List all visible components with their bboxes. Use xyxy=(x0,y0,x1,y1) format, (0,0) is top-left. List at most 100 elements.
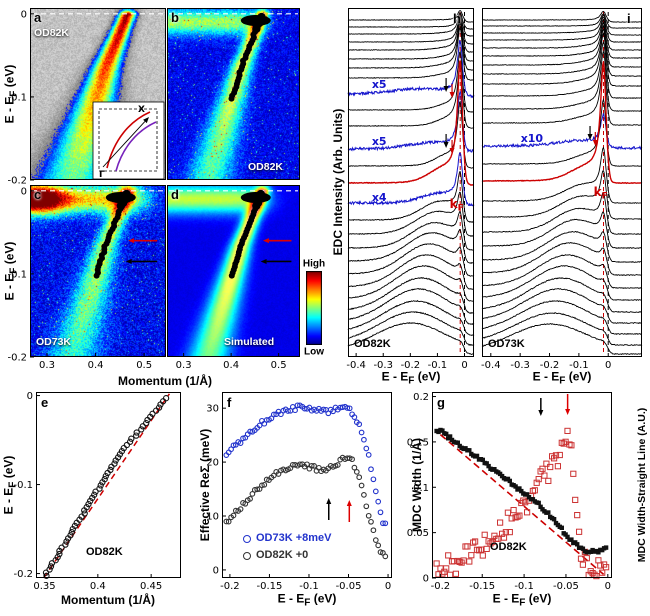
sample-label-b: OD82K xyxy=(248,161,284,173)
svg-text:X: X xyxy=(138,105,145,115)
legend-od82k: OD82K +0 xyxy=(243,550,308,561)
svg-text:-0.05: -0.05 xyxy=(553,581,579,592)
svg-text:-0.1: -0.1 xyxy=(299,581,319,592)
svg-text:-0.2: -0.2 xyxy=(13,569,33,580)
legend-od73k-label: OD73K +8meV xyxy=(256,532,332,544)
svg-text:0.1: 0.1 xyxy=(413,483,429,494)
svg-text:0.2: 0.2 xyxy=(413,392,429,403)
svg-text:0: 0 xyxy=(423,574,429,585)
svg-text:10: 10 xyxy=(206,512,219,523)
panel-letter-b: b xyxy=(171,10,179,25)
svg-text:x5: x5 xyxy=(372,78,387,91)
svg-text:0.3: 0.3 xyxy=(39,360,55,371)
svg-text:0: 0 xyxy=(385,581,391,592)
svg-text:-0.4: -0.4 xyxy=(481,360,501,371)
svg-text:-0.1: -0.1 xyxy=(569,360,589,371)
panel-c-plot: 0.3 0.4 0.5 0 -0.1 -0.2 xyxy=(7,185,166,371)
svg-text:x5: x5 xyxy=(372,135,387,148)
svg-text:20: 20 xyxy=(206,458,219,469)
svg-text:-0.15: -0.15 xyxy=(469,581,495,592)
svg-text:0: 0 xyxy=(21,9,27,20)
panel-a-plot: 0 -0.1 -0.2 xyxy=(7,8,166,187)
sample-label-i: OD73K xyxy=(488,338,525,350)
panel-a-inset: ΓX xyxy=(92,101,165,180)
xlabel-energy-h: E - EF (eV) xyxy=(381,369,441,387)
ylabel-energy-top-row: E - EF (eV) xyxy=(2,64,20,124)
svg-text:0.45: 0.45 xyxy=(140,581,162,592)
svg-text:x10: x10 xyxy=(521,132,544,145)
svg-text:0.05: 0.05 xyxy=(407,528,429,539)
panel-b-plot xyxy=(167,8,300,180)
panel-letter-f: f xyxy=(227,395,232,410)
svg-text:0: 0 xyxy=(461,360,467,371)
ylabel-mdc-width-straight-line: MDC Width-Straight Line (A.U.) xyxy=(636,407,648,563)
svg-text:-0.3: -0.3 xyxy=(510,360,530,371)
xlabel-momentum-maps: Momentum (1/Å) xyxy=(118,374,212,388)
legend-od82k-marker xyxy=(243,551,251,560)
panel-f-plot: -0.2 -0.15 -0.1 -0.05 0 0 10 20 30 xyxy=(206,392,392,592)
svg-text:-0.2: -0.2 xyxy=(540,360,560,371)
sample-label-a: OD82K xyxy=(34,27,70,39)
colorbar-high-label: High xyxy=(302,258,326,270)
ylabel-edc-intensity: EDC Intensity (Arb. Units) xyxy=(331,108,345,256)
colorbar-low-label: Low xyxy=(304,346,324,358)
svg-text:-0.1: -0.1 xyxy=(7,269,27,280)
svg-text:-0.2: -0.2 xyxy=(431,581,451,592)
svg-text:0.3: 0.3 xyxy=(176,360,192,371)
svg-text:-0.2: -0.2 xyxy=(7,353,27,364)
colorbar xyxy=(306,271,322,345)
panel-letter-a: a xyxy=(34,10,42,25)
panel-e-plot: 0.35 0.4 0.45 0 -0.1 -0.2 xyxy=(13,391,181,592)
svg-text:0: 0 xyxy=(605,360,611,371)
ylabel-mdc-width: MDC Width (1/Å) xyxy=(410,438,424,532)
svg-text:0.4: 0.4 xyxy=(223,360,239,371)
svg-text:0.4: 0.4 xyxy=(88,360,104,371)
panel-letter-c: c xyxy=(34,187,42,202)
svg-text:0: 0 xyxy=(605,581,611,592)
sample-label-h: OD82K xyxy=(354,338,391,350)
ylabel-effective-resigma: Effective ReΣ (meV) xyxy=(198,428,212,542)
legend-od73k-marker xyxy=(243,534,251,543)
svg-text:0.5: 0.5 xyxy=(136,360,152,371)
ylabel-energy-bottom-row: E - EF (eV) xyxy=(2,241,20,301)
svg-text:0.4: 0.4 xyxy=(90,581,106,592)
xlabel-energy-g: E - EF (eV) xyxy=(492,591,552,609)
panel-letter-d: d xyxy=(171,187,179,202)
svg-text:-0.1: -0.1 xyxy=(13,480,33,491)
xlabel-momentum-e: Momentum (1/Å) xyxy=(61,593,155,607)
svg-text:-0.2: -0.2 xyxy=(401,360,421,371)
svg-text:-0.15: -0.15 xyxy=(257,581,283,592)
panel-letter-h: h xyxy=(453,11,461,26)
svg-text:-0.1: -0.1 xyxy=(7,92,27,103)
svg-text:0: 0 xyxy=(213,565,219,576)
svg-text:0: 0 xyxy=(21,186,27,197)
panel-letter-e: e xyxy=(41,395,49,410)
panel-letter-i: i xyxy=(627,11,631,26)
svg-text:-0.1: -0.1 xyxy=(514,581,534,592)
sample-label-g: OD82K xyxy=(490,541,527,553)
svg-text:-0.05: -0.05 xyxy=(336,581,362,592)
sample-label-e: OD82K xyxy=(86,546,123,558)
svg-text:30: 30 xyxy=(206,404,219,415)
xlabel-energy-i: E - EF (eV) xyxy=(532,369,592,387)
svg-text:-0.2: -0.2 xyxy=(7,176,27,187)
svg-text:Γ: Γ xyxy=(99,170,105,180)
svg-text:-0.3: -0.3 xyxy=(373,360,393,371)
legend-od82k-label: OD82K +0 xyxy=(256,549,309,561)
svg-text:x4: x4 xyxy=(372,191,387,204)
svg-text:-0.2: -0.2 xyxy=(220,581,240,592)
sample-label-c: OD73K xyxy=(36,336,72,348)
svg-text:0.5: 0.5 xyxy=(271,360,287,371)
panel-letter-g: g xyxy=(437,395,445,410)
svg-text:-0.1: -0.1 xyxy=(428,360,448,371)
xlabel-energy-f: E - EF (eV) xyxy=(277,591,337,609)
svg-text:0.35: 0.35 xyxy=(33,581,55,592)
svg-text:0.15: 0.15 xyxy=(407,437,429,448)
legend-od73k: OD73K +8meV xyxy=(243,533,332,544)
panel-d-plot: 0.3 0.4 0.5 xyxy=(167,185,300,371)
panel-g-plot: -0.2 -0.15 -0.1 -0.05 0 0 0.05 0.1 0.15 0.2 xyxy=(407,392,612,592)
ylabel-energy-panel-e: E - EF (eV) xyxy=(1,455,19,515)
